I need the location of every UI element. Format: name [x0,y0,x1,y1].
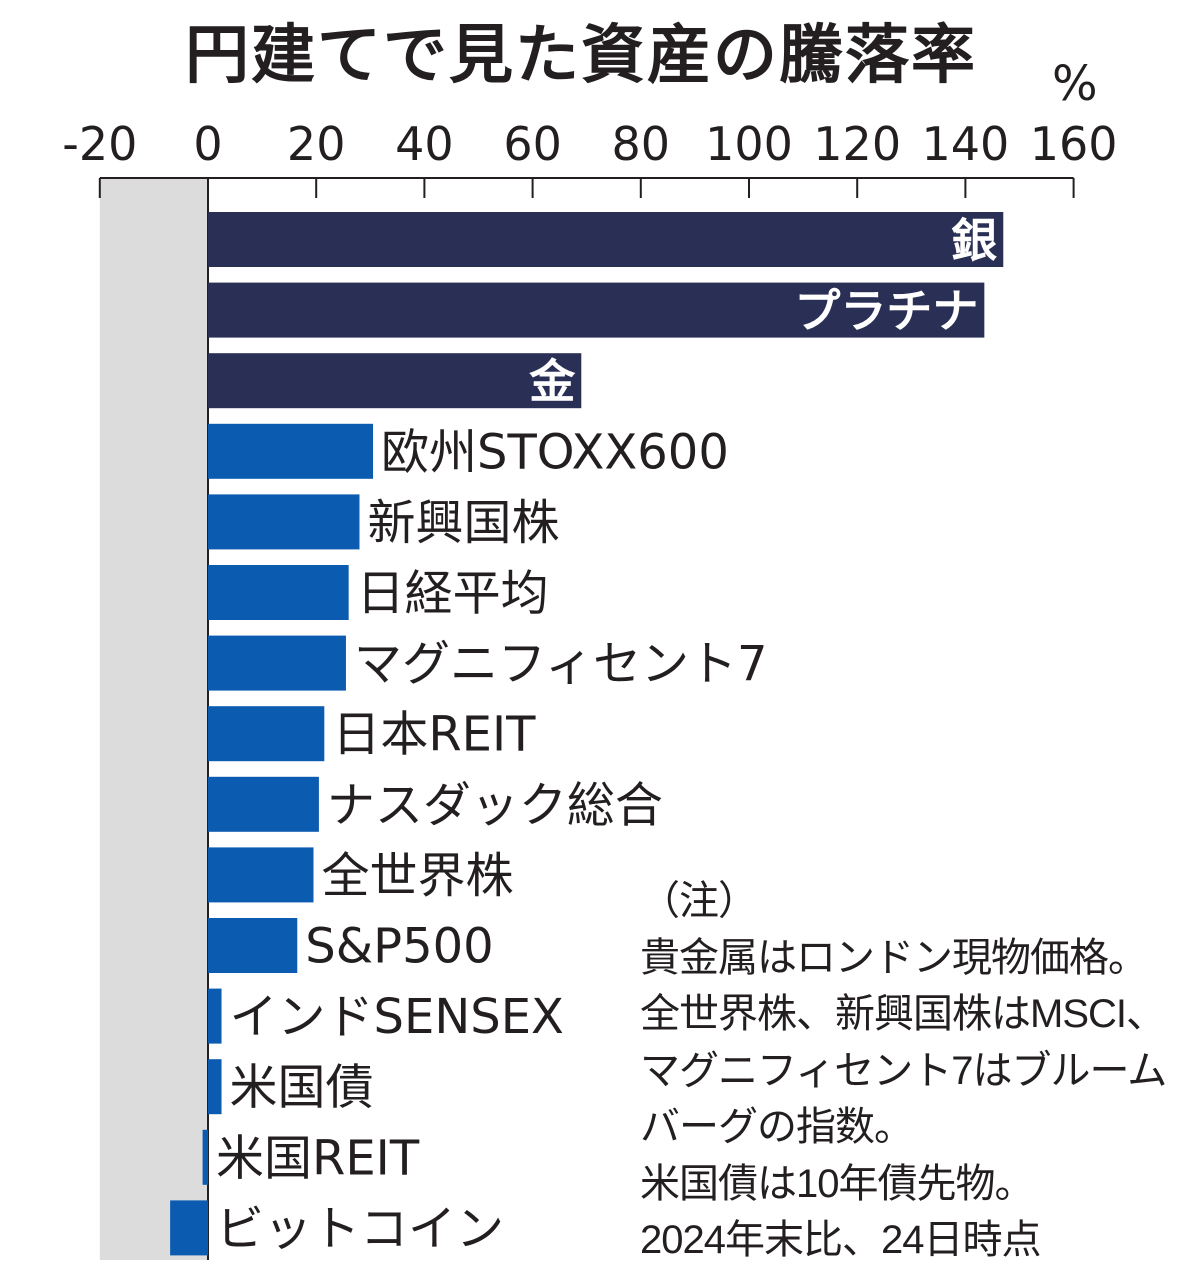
bar-label: マグニフィセント7 [354,636,768,692]
unit-label: % [1052,56,1098,112]
footnote: （注） 貴金属はロンドン現物価格。全世界株、新興国株はMSCI、マグニフィセント… [640,879,1167,1262]
bar [208,988,222,1044]
bar [208,353,582,409]
bar [208,635,346,691]
bar [208,212,1004,267]
bar [202,1129,208,1185]
chart-title: 円建てで見た資産の騰落率 [185,19,977,93]
bar [208,918,298,973]
x-tick-label: 20 [287,117,346,171]
x-tick-label: -20 [62,117,137,171]
x-tick-label: 100 [705,117,793,171]
bar-label: 日本REIT [332,707,536,763]
bar-label: 日経平均 [357,566,549,622]
bar [208,423,374,479]
x-tick-label: 140 [921,117,1009,171]
x-tick-label: 80 [612,117,671,171]
bar-label: 米国債 [230,1060,374,1116]
bar [208,847,314,903]
bar-label: 新興国株 [367,495,559,551]
negative-region-band [99,178,208,1260]
bar-label: S&P500 [305,919,493,975]
x-tick-label: 60 [503,117,562,171]
bar [208,282,985,338]
bar-label: 米国REIT [216,1130,420,1186]
bar-label: 金 [528,355,576,409]
bar-label: 全世界株 [321,848,513,904]
bar-label: プラチナ [794,284,978,338]
bar-label: インドSENSEX [230,989,564,1045]
bar-label: ビットコイン [216,1201,504,1257]
x-tick-label: 160 [1030,117,1118,171]
bar-label: ナスダック総合 [327,777,663,833]
x-tick-label: 40 [395,117,454,171]
bar-label: 銀 [951,214,997,268]
bar [208,494,360,550]
bar [170,1200,208,1256]
bar [208,776,319,832]
x-tick-label: 120 [813,117,901,171]
bar [208,706,325,762]
x-tick-label: 0 [193,117,222,171]
bar-label: 欧州STOXX600 [381,424,729,480]
bar [208,1059,222,1115]
bar [208,565,349,620]
